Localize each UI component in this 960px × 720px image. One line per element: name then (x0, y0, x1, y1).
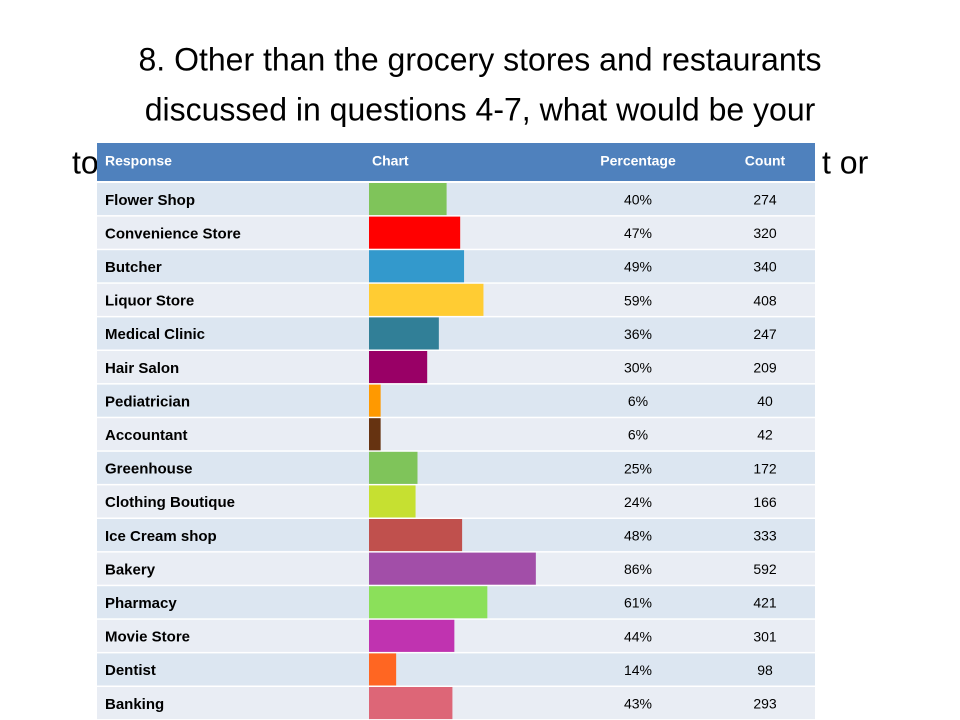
percentage-label: 6% (628, 393, 648, 409)
response-label: Banking (105, 696, 164, 713)
bar (369, 183, 447, 216)
response-label: Dentist (105, 662, 156, 679)
count-label: 172 (753, 460, 777, 476)
percentage-label: 24% (624, 494, 652, 510)
table-row (97, 451, 815, 484)
table-row (97, 619, 815, 652)
response-label: Bakery (105, 561, 156, 578)
count-label: 247 (753, 326, 777, 342)
title-line: discussed in questions 4-7, what would b… (145, 91, 816, 127)
count-label: 293 (753, 696, 777, 712)
count-label: 42 (757, 427, 773, 443)
response-label: Clothing Boutique (105, 494, 235, 511)
percentage-label: 48% (624, 528, 652, 544)
table-row (97, 317, 815, 350)
percentage-label: 44% (624, 628, 652, 644)
bar (369, 485, 416, 518)
table-header (97, 143, 815, 181)
table-row (97, 485, 815, 518)
bar (369, 216, 461, 249)
count-label: 301 (753, 628, 777, 644)
percentage-label: 40% (624, 192, 652, 208)
count-label: 320 (753, 225, 777, 241)
bar (369, 552, 536, 585)
percentage-label: 86% (624, 561, 652, 577)
bar (369, 317, 439, 350)
count-label: 592 (753, 561, 777, 577)
response-label: Hair Salon (105, 360, 179, 377)
title-line: 8. Other than the grocery stores and res… (138, 41, 821, 77)
title-line: to (72, 144, 99, 180)
bar (369, 687, 453, 720)
response-label: Greenhouse (105, 461, 193, 478)
percentage-label: 30% (624, 360, 652, 376)
count-label: 421 (753, 595, 777, 611)
bar (369, 384, 381, 417)
bar (369, 619, 455, 652)
bar (369, 519, 463, 552)
table-row (97, 351, 815, 384)
bar (369, 586, 488, 619)
column-header: Count (745, 153, 786, 169)
column-header: Response (105, 153, 172, 169)
response-label: Movie Store (105, 629, 190, 646)
count-label: 40 (757, 393, 773, 409)
percentage-label: 49% (624, 259, 652, 275)
percentage-label: 59% (624, 292, 652, 308)
count-label: 333 (753, 528, 777, 544)
bar (369, 250, 465, 283)
response-label: Accountant (105, 427, 188, 444)
column-header: Percentage (600, 153, 676, 169)
response-label: Flower Shop (105, 192, 195, 209)
percentage-label: 36% (624, 326, 652, 342)
response-label: Butcher (105, 259, 162, 276)
percentage-label: 6% (628, 427, 648, 443)
percentage-label: 47% (624, 225, 652, 241)
column-header: Chart (372, 153, 409, 169)
count-label: 166 (753, 494, 777, 510)
response-label: Medical Clinic (105, 326, 205, 343)
bar (369, 283, 484, 316)
count-label: 209 (753, 360, 777, 376)
table-row (97, 384, 815, 417)
table-row (97, 687, 815, 720)
table-row (97, 183, 815, 216)
response-label: Pharmacy (105, 595, 177, 612)
count-label: 274 (753, 192, 777, 208)
count-label: 408 (753, 292, 777, 308)
bar (369, 653, 397, 686)
table-row (97, 653, 815, 686)
percentage-label: 43% (624, 696, 652, 712)
percentage-label: 25% (624, 460, 652, 476)
bar (369, 418, 381, 451)
title-line: t or (822, 144, 869, 180)
response-label: Pediatrician (105, 393, 190, 410)
response-label: Convenience Store (105, 225, 241, 242)
count-label: 98 (757, 662, 773, 678)
bar (369, 351, 428, 384)
count-label: 340 (753, 259, 777, 275)
table-row (97, 418, 815, 451)
percentage-label: 61% (624, 595, 652, 611)
percentage-label: 14% (624, 662, 652, 678)
response-label: Liquor Store (105, 293, 194, 310)
bar (369, 451, 418, 484)
response-label: Ice Cream shop (105, 528, 217, 545)
